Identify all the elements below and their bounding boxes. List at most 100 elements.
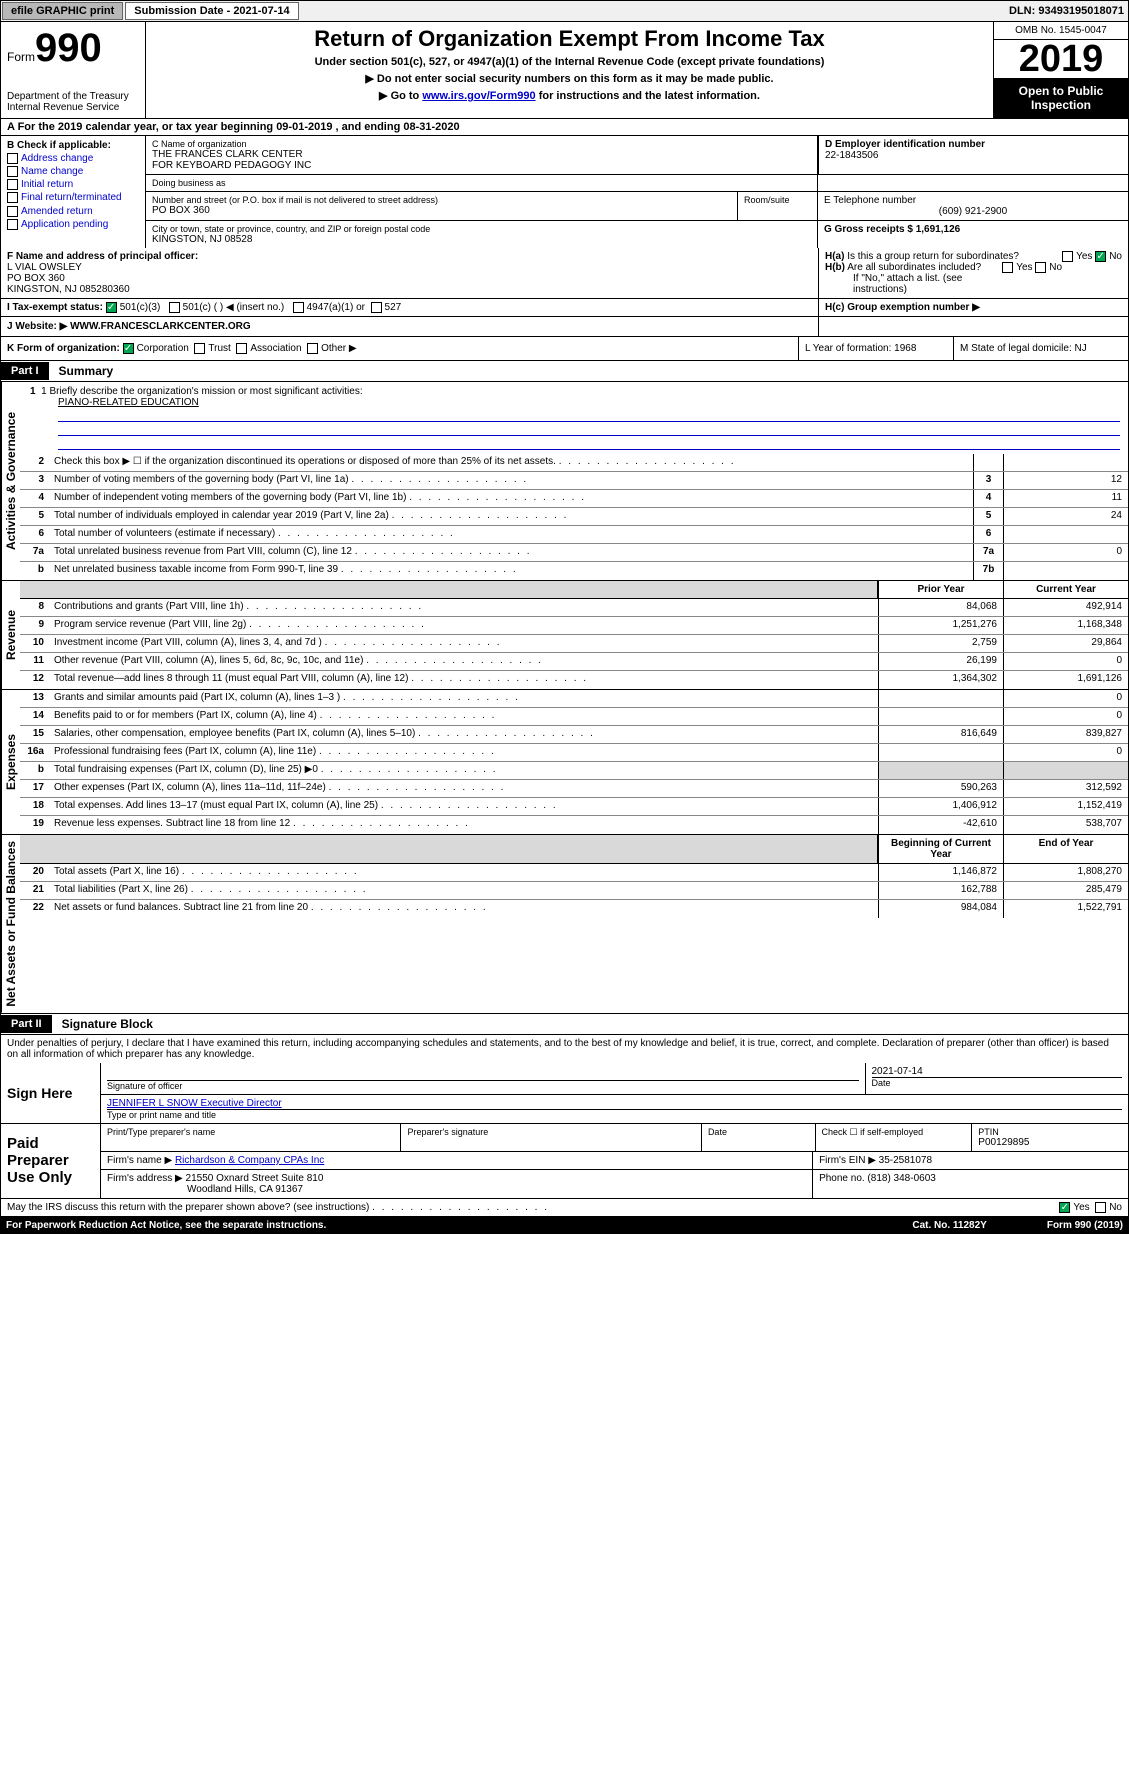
chk-final[interactable]: [7, 192, 18, 203]
row-i: I Tax-exempt status: 501(c)(3) 501(c) ( …: [0, 299, 1129, 317]
sig-blank: [107, 1066, 859, 1080]
ptin-value: P00129895: [978, 1137, 1122, 1148]
line-text: Grants and similar amounts paid (Part IX…: [50, 690, 878, 707]
current-value: 1,152,419: [1003, 798, 1128, 815]
current-value: 1,691,126: [1003, 671, 1128, 689]
rev-header-spacer: [20, 581, 878, 598]
line-text: Total number of individuals employed in …: [50, 508, 973, 525]
gross-value: 1,691,126: [916, 224, 961, 235]
prep-sig-hdr: Preparer's signature: [401, 1124, 701, 1151]
na-header: Beginning of Current Year End of Year: [20, 835, 1128, 864]
table-row: 12Total revenue—add lines 8 through 11 (…: [20, 671, 1128, 689]
city-label: City or town, state or province, country…: [152, 224, 811, 234]
chk-name[interactable]: [7, 166, 18, 177]
tab-revenue: Revenue: [1, 581, 20, 689]
chk-address[interactable]: [7, 153, 18, 164]
ha-no[interactable]: [1095, 251, 1106, 262]
table-row: 8Contributions and grants (Part VIII, li…: [20, 599, 1128, 617]
line-value: 0: [1003, 544, 1128, 561]
form-header: Form990 Department of the Treasury Inter…: [0, 22, 1129, 119]
chk-501c3[interactable]: [106, 302, 117, 313]
row-j-right: [818, 317, 1128, 336]
open-public-badge: Open to Public Inspection: [994, 78, 1128, 118]
line-box: 7b: [973, 562, 1003, 580]
prep-self-emp: Check ☐ if self-employed: [816, 1124, 973, 1151]
discuss-yes[interactable]: [1059, 1202, 1070, 1213]
line-text: Total expenses. Add lines 13–17 (must eq…: [50, 798, 878, 815]
chk-amended[interactable]: [7, 206, 18, 217]
chk-other[interactable]: [307, 343, 318, 354]
hb-no[interactable]: [1035, 262, 1046, 273]
col-cd: C Name of organization THE FRANCES CLARK…: [146, 136, 1128, 248]
sig-officer-label: Signature of officer: [107, 1080, 859, 1091]
current-value: 0: [1003, 708, 1128, 725]
form-word: Form: [7, 50, 35, 64]
prior-value: 162,788: [878, 882, 1003, 899]
hb-yes[interactable]: [1002, 262, 1013, 273]
tab-governance: Activities & Governance: [1, 382, 20, 580]
current-value: 492,914: [1003, 599, 1128, 616]
table-row: 18Total expenses. Add lines 13–17 (must …: [20, 798, 1128, 816]
ha-yes[interactable]: [1062, 251, 1073, 262]
mission-block: 1 1 Briefly describe the organization's …: [20, 382, 1128, 454]
table-row: 9Program service revenue (Part VIII, lin…: [20, 617, 1128, 635]
spacer-d: [818, 175, 1128, 191]
form-footer: Form 990 (2019): [1047, 1220, 1123, 1231]
table-row: 22Net assets or fund balances. Subtract …: [20, 900, 1128, 918]
line-num: b: [20, 562, 50, 580]
irs-link[interactable]: www.irs.gov/Form990: [422, 90, 535, 102]
exp-lines: 13Grants and similar amounts paid (Part …: [20, 690, 1128, 834]
chk-initial[interactable]: [7, 179, 18, 190]
line-text: Number of independent voting members of …: [50, 490, 973, 507]
row-j: J Website: ▶ WWW.FRANCESCLARKCENTER.ORG: [0, 317, 1129, 337]
prior-year-hdr: Prior Year: [878, 581, 1003, 598]
chk-4947[interactable]: [293, 302, 304, 313]
line-num: 2: [20, 454, 50, 471]
part-1-badge: Part I: [1, 362, 49, 380]
table-row: 16aProfessional fundraising fees (Part I…: [20, 744, 1128, 762]
prep-date-hdr: Date: [702, 1124, 816, 1151]
pra-notice: For Paperwork Reduction Act Notice, see …: [6, 1220, 912, 1231]
firm-city: Woodland Hills, CA 91367: [107, 1184, 806, 1195]
line-text: Net assets or fund balances. Subtract li…: [50, 900, 878, 918]
line-num: 18: [20, 798, 50, 815]
gov-line: 5Total number of individuals employed in…: [20, 508, 1128, 526]
line-num: 10: [20, 635, 50, 652]
mission-value: PIANO-RELATED EDUCATION: [58, 397, 1120, 408]
chk-pending[interactable]: [7, 219, 18, 230]
submission-date: Submission Date - 2021-07-14: [125, 2, 298, 20]
gov-line: bNet unrelated business taxable income f…: [20, 562, 1128, 580]
main-info: B Check if applicable: Address change Na…: [0, 136, 1129, 248]
row-f-h: F Name and address of principal officer:…: [0, 248, 1129, 299]
discuss-dots: [372, 1202, 549, 1213]
net-assets-section: Net Assets or Fund Balances Beginning of…: [0, 835, 1129, 1014]
line-text: Check this box ▶ ☐ if the organization d…: [50, 454, 973, 471]
lbl-pending: Application pending: [21, 219, 108, 230]
chk-corp[interactable]: [123, 343, 134, 354]
chk-assoc[interactable]: [236, 343, 247, 354]
officer-printed-name[interactable]: JENNIFER L SNOW Executive Director: [107, 1098, 282, 1109]
website-label: J Website: ▶: [7, 321, 67, 332]
line-box: 3: [973, 472, 1003, 489]
line-value: [1003, 526, 1128, 543]
line-box: 7a: [973, 544, 1003, 561]
efile-print-button[interactable]: efile GRAPHIC print: [2, 2, 123, 20]
current-value: 839,827: [1003, 726, 1128, 743]
firm-name-link[interactable]: Richardson & Company CPAs Inc: [175, 1155, 324, 1166]
discuss-no[interactable]: [1095, 1202, 1106, 1213]
chk-527[interactable]: [371, 302, 382, 313]
line-num: 5: [20, 508, 50, 525]
city-value: KINGSTON, NJ 08528: [152, 234, 811, 245]
lbl-trust: Trust: [208, 343, 230, 354]
chk-trust[interactable]: [194, 343, 205, 354]
part-2-title: Signature Block: [52, 1014, 163, 1034]
line-box: 5: [973, 508, 1003, 525]
website-value: WWW.FRANCESCLARKCENTER.ORG: [70, 321, 251, 332]
chk-501c[interactable]: [169, 302, 180, 313]
irs-label: Internal Revenue Service: [7, 102, 139, 113]
table-row: 11Other revenue (Part VIII, column (A), …: [20, 653, 1128, 671]
lbl-501c3: 501(c)(3): [120, 302, 161, 313]
revenue-section: Revenue Prior Year Current Year 8Contrib…: [0, 581, 1129, 690]
line-text: Salaries, other compensation, employee b…: [50, 726, 878, 743]
line-value: [1003, 454, 1128, 471]
